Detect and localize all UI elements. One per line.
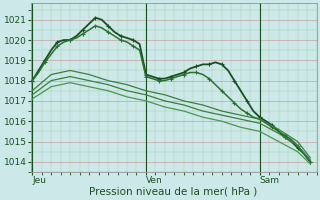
X-axis label: Pression niveau de la mer( hPa ): Pression niveau de la mer( hPa ) <box>90 187 258 197</box>
